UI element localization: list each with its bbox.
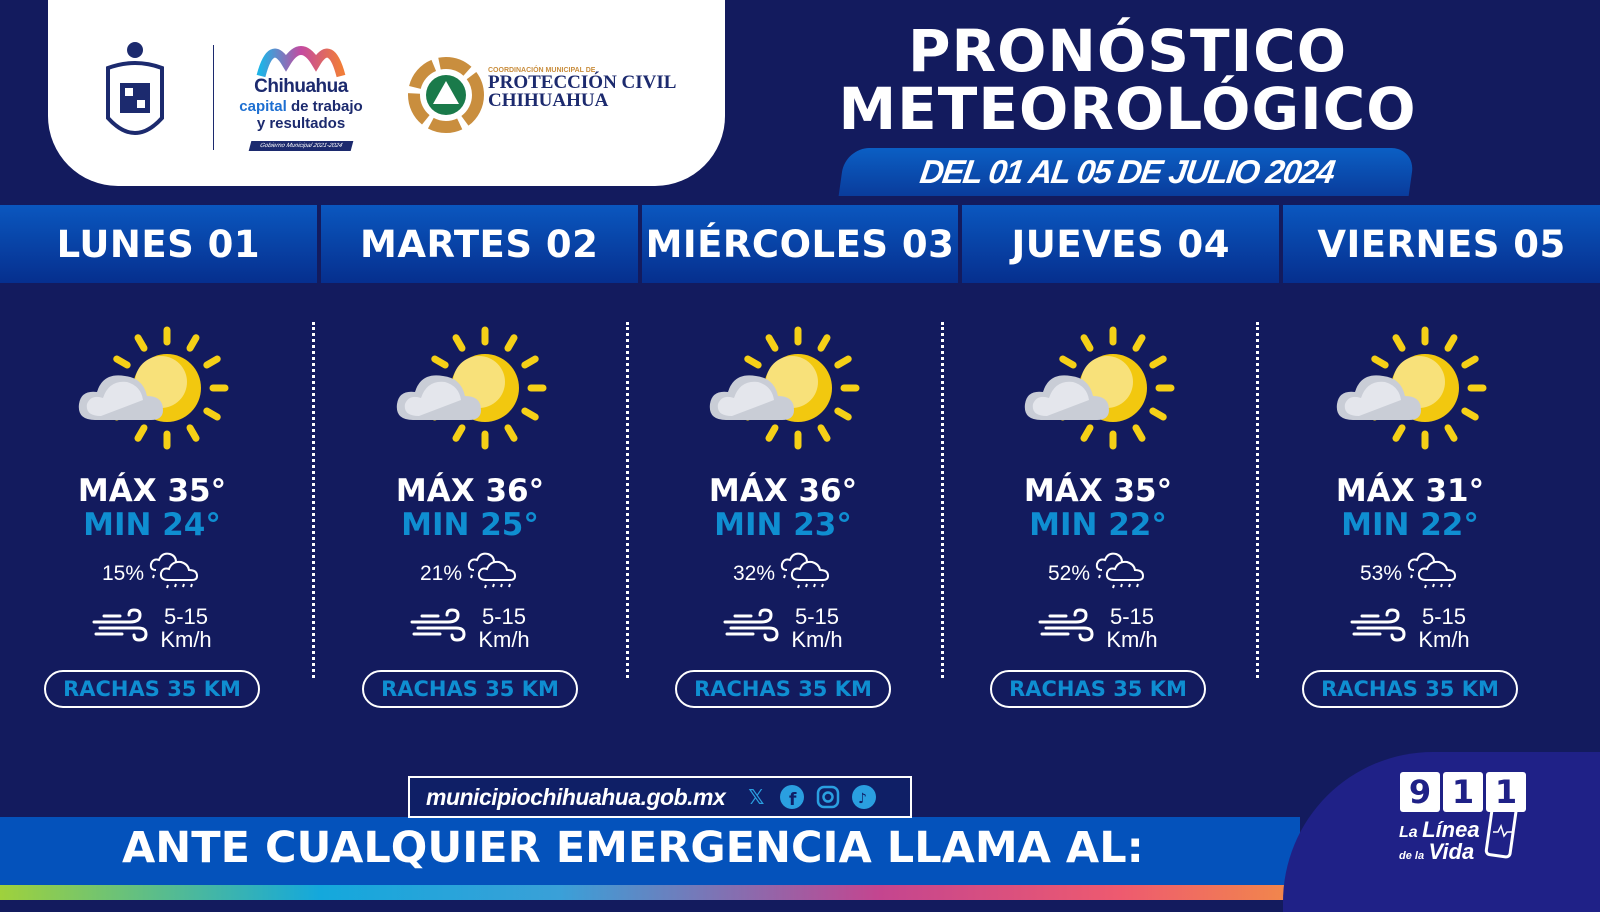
wind-unit: Km/h	[1418, 627, 1470, 652]
day-forecast: MÁX 36° MIN 23° 32% 5-15 Km/h RACHAS 35 K…	[633, 320, 933, 708]
min-temp: MIN 23°	[714, 507, 852, 543]
rain-cloud-icon	[1406, 550, 1460, 598]
gusts-badge: RACHAS 35 KM	[1302, 670, 1518, 708]
proteccion-civil-text: COORDINACIÓN MUNICIPAL DE PROTECCIÓN CIV…	[488, 67, 677, 111]
gusts-badge: RACHAS 35 KM	[44, 670, 260, 708]
wind-unit: Km/h	[1106, 627, 1158, 652]
max-temp: MÁX 35°	[77, 473, 227, 509]
divider	[213, 45, 214, 150]
rain-probability: 21%	[419, 562, 463, 585]
emergency-bar: ANTE CUALQUIER EMERGENCIA LLAMA AL:	[0, 817, 1300, 885]
facebook-icon[interactable]: f	[779, 784, 805, 810]
wind-unit: Km/h	[160, 627, 212, 652]
wind-icon	[1350, 608, 1406, 648]
min-temp: MIN 22°	[1341, 507, 1479, 543]
wind-icon	[723, 608, 779, 648]
rainbow-stripe	[0, 885, 1600, 900]
dotted-divider	[1256, 322, 1259, 678]
sun-behind-cloud-icon	[385, 320, 555, 460]
rain-probability: 32%	[732, 562, 776, 585]
max-temp: MÁX 31°	[1335, 473, 1485, 509]
day-header: JUEVES 04	[962, 205, 1280, 283]
max-temp: MÁX 36°	[708, 473, 858, 509]
sun-behind-cloud-icon	[67, 320, 237, 460]
day-headers: LUNES 01 MARTES 02 MIÉRCOLES 03 JUEVES 04 VI…	[0, 205, 1600, 283]
wind-icon	[410, 608, 466, 648]
min-temp: MIN 25°	[401, 507, 539, 543]
dotted-divider	[941, 322, 944, 678]
wind-speed: 5-15	[794, 604, 840, 629]
day-header: MARTES 02	[320, 205, 638, 283]
day-forecast: MÁX 35° MIN 22° 52% 5-15 Km/h RACHAS 35 K…	[948, 320, 1248, 708]
logo-card: Chihuahua capital de trabajo y resultado…	[48, 0, 725, 186]
wind-unit: Km/h	[791, 627, 843, 652]
date-range-ribbon: DEL 01 AL 05 DE JULIO 2024	[838, 148, 1416, 196]
phone-icon	[1484, 803, 1518, 859]
gusts-badge: RACHAS 35 KM	[990, 670, 1206, 708]
day-forecast: MÁX 36° MIN 25° 21% 5-15 Km/h RACHAS 35 K…	[320, 320, 620, 708]
min-temp: MIN 24°	[83, 507, 221, 543]
dotted-divider	[626, 322, 629, 678]
rain-cloud-icon	[466, 550, 520, 598]
chihuahua-brand-logo: Chihuahua capital de trabajo y resultado…	[226, 38, 376, 151]
day-header: LUNES 01	[0, 205, 317, 283]
website-link[interactable]: municipiochihuahua.gob.mx	[426, 783, 726, 810]
emergency-911-logo: 9 1 1 La Línea de la Vida	[1283, 752, 1600, 912]
sun-behind-cloud-icon	[698, 320, 868, 460]
wind-icon	[92, 608, 148, 648]
proteccion-civil-logo	[408, 57, 484, 133]
day-header: MIÉRCOLES 03	[641, 205, 959, 283]
gusts-badge: RACHAS 35 KM	[362, 670, 578, 708]
tiktok-icon[interactable]: ♪	[851, 784, 877, 810]
svg-text:♪: ♪	[858, 791, 867, 807]
rain-probability: 52%	[1047, 562, 1091, 585]
min-temp: MIN 22°	[1029, 507, 1167, 543]
gusts-badge: RACHAS 35 KM	[675, 670, 891, 708]
website-box: municipiochihuahua.gob.mx 𝕏 f ♪	[408, 776, 912, 818]
wind-speed: 5-15	[163, 604, 209, 629]
rain-probability: 15%	[101, 562, 145, 585]
svg-text:f: f	[789, 790, 797, 809]
instagram-icon[interactable]	[815, 784, 841, 810]
x-icon[interactable]: 𝕏	[748, 785, 765, 809]
rain-cloud-icon	[779, 550, 833, 598]
max-temp: MÁX 36°	[395, 473, 545, 509]
coat-of-arms-logo	[106, 42, 164, 135]
sun-behind-cloud-icon	[1013, 320, 1183, 460]
wind-unit: Km/h	[478, 627, 530, 652]
page-title: PRONÓSTICO METEOROLÓGICO	[838, 17, 1417, 143]
sun-behind-cloud-icon	[1325, 320, 1495, 460]
rain-cloud-icon	[148, 550, 202, 598]
dotted-divider	[312, 322, 315, 678]
wind-speed: 5-15	[1109, 604, 1155, 629]
wind-speed: 5-15	[1421, 604, 1467, 629]
rain-cloud-icon	[1094, 550, 1148, 598]
day-header: VIERNES 05	[1283, 205, 1600, 283]
day-forecast: MÁX 31° MIN 22° 53% 5-15 Km/h RACHAS 35 K…	[1260, 320, 1560, 708]
max-temp: MÁX 35°	[1023, 473, 1173, 509]
rain-probability: 53%	[1359, 562, 1403, 585]
wind-icon	[1038, 608, 1094, 648]
wind-speed: 5-15	[481, 604, 527, 629]
day-forecast: MÁX 35° MIN 24° 15% 5-15 Km/h RACHAS 35 K…	[2, 320, 302, 708]
